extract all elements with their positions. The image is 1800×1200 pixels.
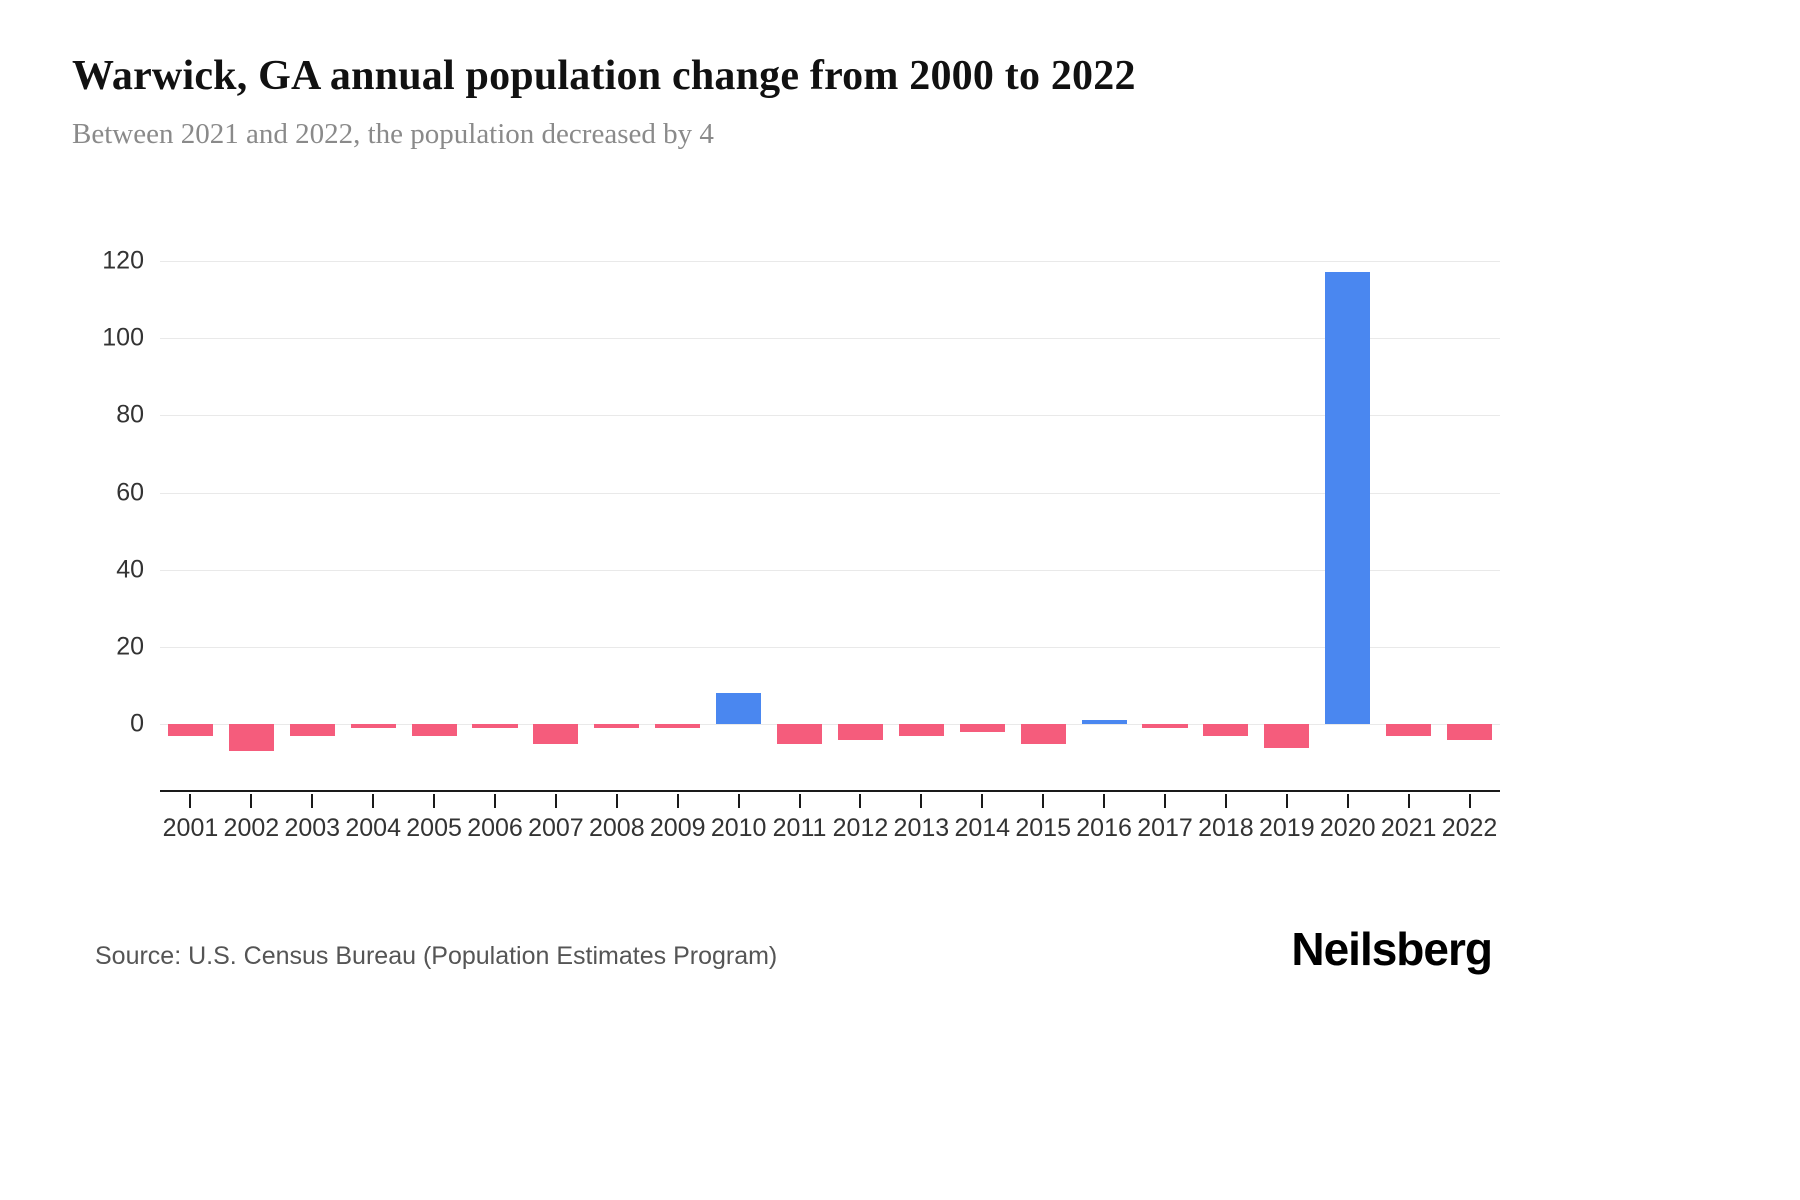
bar-2005 — [411, 724, 457, 736]
bar-2017 — [1142, 724, 1188, 729]
x-tick-2016 — [1103, 794, 1106, 808]
bar-2012 — [837, 724, 883, 740]
bar-2020 — [1325, 272, 1371, 725]
x-axis-label-2012: 2012 — [832, 814, 889, 842]
x-tick-2017 — [1164, 794, 1166, 808]
x-axis-label-2009: 2009 — [649, 814, 706, 842]
x-tick-2012 — [859, 794, 862, 808]
x-axis-label-2015: 2015 — [1015, 814, 1071, 842]
x-axis-label-2005: 2005 — [406, 814, 462, 842]
x-axis-label-2011: 2011 — [772, 814, 827, 842]
source-note: Source: U.S. Census Bureau (Population E… — [95, 942, 778, 970]
bar-2021 — [1386, 724, 1432, 736]
bar-2014 — [959, 724, 1005, 733]
bar-2019 — [1264, 724, 1310, 748]
x-tick-2022 — [1468, 794, 1471, 808]
bar-2011 — [777, 724, 823, 744]
x-tick-2008 — [615, 794, 618, 808]
x-axis-label-2007: 2007 — [528, 814, 584, 842]
gridline-60 — [160, 492, 1500, 494]
x-tick-2011 — [798, 794, 801, 808]
x-tick-2007 — [554, 794, 557, 808]
x-tick-2001 — [189, 794, 192, 808]
gridline-40 — [160, 569, 1500, 571]
bar-2001 — [167, 724, 213, 736]
x-axis-label-2020: 2020 — [1319, 814, 1376, 842]
bar-2004 — [350, 724, 396, 729]
bar-2015 — [1020, 724, 1066, 744]
x-axis-label-2013: 2013 — [893, 814, 950, 842]
y-axis-label-20: 20 — [116, 632, 144, 661]
x-tick-2005 — [433, 794, 436, 808]
x-axis-label-2001: 2001 — [162, 814, 219, 842]
gridline-20 — [160, 647, 1500, 649]
x-tick-2002 — [250, 794, 253, 808]
x-tick-2010 — [737, 794, 740, 808]
x-tick-2021 — [1407, 794, 1410, 808]
gridline-80 — [160, 415, 1500, 417]
x-axis-label-2014: 2014 — [954, 814, 1011, 842]
bar-2008 — [594, 724, 640, 729]
x-axis-label-2010: 2010 — [710, 814, 767, 842]
chart-title: Warwick, GA annual population change fro… — [72, 53, 1136, 99]
bar-2003 — [289, 724, 335, 736]
y-axis-label-120: 120 — [102, 246, 144, 275]
x-axis-label-2022: 2022 — [1441, 814, 1498, 842]
x-axis-label-2002: 2002 — [223, 814, 280, 842]
bar-chart: 0 20 40 60 80 100 120 2001 2002 2003 2004 2005 2006 2… — [102, 230, 1500, 842]
x-tick-2003 — [311, 794, 314, 808]
bar-2009 — [655, 724, 701, 729]
x-axis-label-2018: 2018 — [1198, 814, 1254, 842]
x-tick-2015 — [1042, 794, 1045, 808]
bar-2002 — [228, 724, 274, 752]
y-axis-label-0: 0 — [130, 709, 144, 738]
gridline-100 — [160, 338, 1500, 340]
bar-2013 — [898, 724, 944, 736]
y-axis-label-60: 60 — [116, 478, 144, 507]
gridline-0 — [160, 724, 1500, 726]
x-axis-label-2017: 2017 — [1137, 814, 1193, 842]
chart-subtitle: Between 2021 and 2022, the population de… — [72, 118, 714, 150]
gridline-120 — [160, 260, 1500, 262]
x-axis-label-2008: 2008 — [589, 814, 645, 842]
bar-2016 — [1081, 720, 1127, 725]
x-axis-label-2019: 2019 — [1259, 814, 1315, 842]
x-tick-2006 — [494, 794, 496, 808]
x-axis-label-2004: 2004 — [345, 814, 401, 842]
y-axis-label-80: 80 — [116, 400, 144, 429]
bar-2010 — [716, 693, 762, 725]
bar-2006 — [472, 724, 518, 729]
x-tick-2018 — [1224, 794, 1227, 808]
plot-area: 0 20 40 60 80 100 120 2001 2002 2003 2004 2005 2006 2… — [102, 230, 1500, 842]
x-axis-label-2006: 2006 — [467, 814, 523, 842]
x-tick-2020 — [1346, 794, 1349, 808]
x-axis-label-2016: 2016 — [1076, 814, 1132, 842]
bar-2007 — [533, 724, 579, 744]
x-axis-label-2021: 2021 — [1380, 814, 1437, 842]
x-tick-2009 — [676, 794, 679, 808]
y-axis-label-100: 100 — [102, 323, 144, 352]
neilsberg-logo: Neilsberg — [1291, 923, 1493, 975]
x-tick-2019 — [1285, 794, 1288, 808]
y-axis-label-40: 40 — [116, 555, 144, 584]
bar-2018 — [1203, 724, 1249, 736]
x-tick-2014 — [981, 794, 984, 808]
x-tick-2004 — [372, 794, 375, 808]
x-tick-2013 — [920, 794, 923, 808]
bar-2022 — [1447, 724, 1493, 740]
x-axis-label-2003: 2003 — [284, 814, 341, 842]
